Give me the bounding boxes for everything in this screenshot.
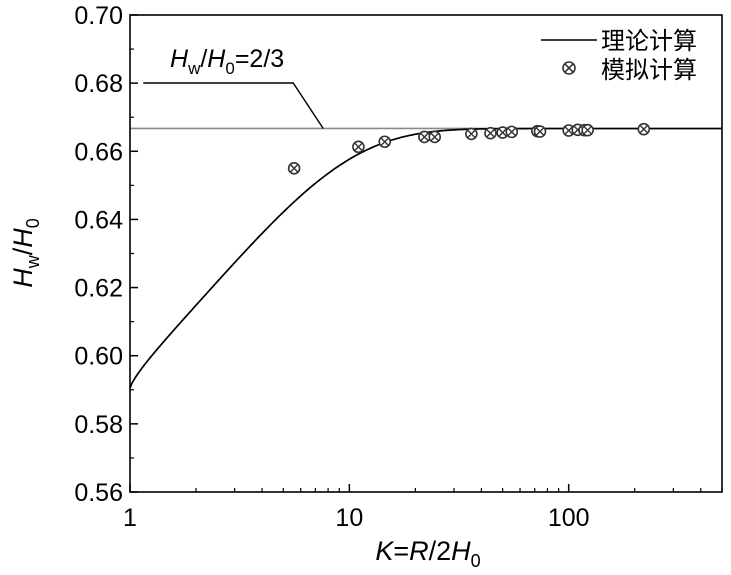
data-point-cross [289,163,299,173]
data-point-cross [380,137,390,147]
x-axis-title: K=R/2H0 [375,536,480,571]
theory-curve [129,127,722,389]
y-tick-label: 0.58 [74,411,123,439]
data-point-cross [564,126,574,135]
data-point [287,162,301,175]
theory-curve-group [129,127,722,389]
y-tick-label: 0.56 [74,479,123,507]
data-point [484,126,497,140]
data-point [428,130,442,144]
simulation-points [287,122,651,175]
x-tick-label: 100 [548,504,590,532]
y-tick-label: 0.64 [74,206,123,234]
y-axis-title: Hw/H0 [8,218,43,288]
data-point-cross [639,124,649,134]
data-point [496,126,509,139]
data-point [352,140,365,154]
reference-line-label: Hw/H0=2/3 [170,45,284,78]
axis-ticks [129,14,723,493]
data-point-cross [507,127,517,137]
legend-label-theory: 理论计算 [601,27,697,55]
data-point-cross [498,128,508,137]
data-point [505,125,519,139]
data-point-cross [430,132,440,142]
y-tick-label: 0.68 [74,70,123,98]
data-point [465,127,478,141]
data-point-cross [535,127,545,136]
legend-label-simulation: 模拟计算 [601,56,697,84]
data-point-cross [420,132,429,142]
data-point [378,135,392,149]
data-point [581,123,594,137]
x-tick-labels: 1 10 100 [123,504,589,532]
x-tick-label: 1 [123,504,137,532]
y-tick-label: 0.60 [74,343,123,371]
data-point [533,125,547,138]
data-point-cross [354,142,363,152]
legend: 理论计算 模拟计算 [541,27,697,84]
plot-frame [129,14,723,493]
data-point-cross [583,125,593,135]
data-point [418,130,431,144]
y-tick-label: 0.66 [74,138,123,166]
legend-marker-swatch [562,61,576,75]
y-tick-label: 0.70 [74,2,123,30]
data-point [637,122,651,136]
reference-leader-line [143,82,324,129]
data-point-cross [466,129,476,139]
y-tick-label: 0.62 [74,275,123,303]
x-tick-label: 10 [335,504,363,532]
data-point-cross [486,128,495,138]
reference-line-group [130,82,722,130]
y-tick-labels: 0.56 0.58 0.60 0.62 0.64 0.66 0.68 0.70 [74,2,123,507]
